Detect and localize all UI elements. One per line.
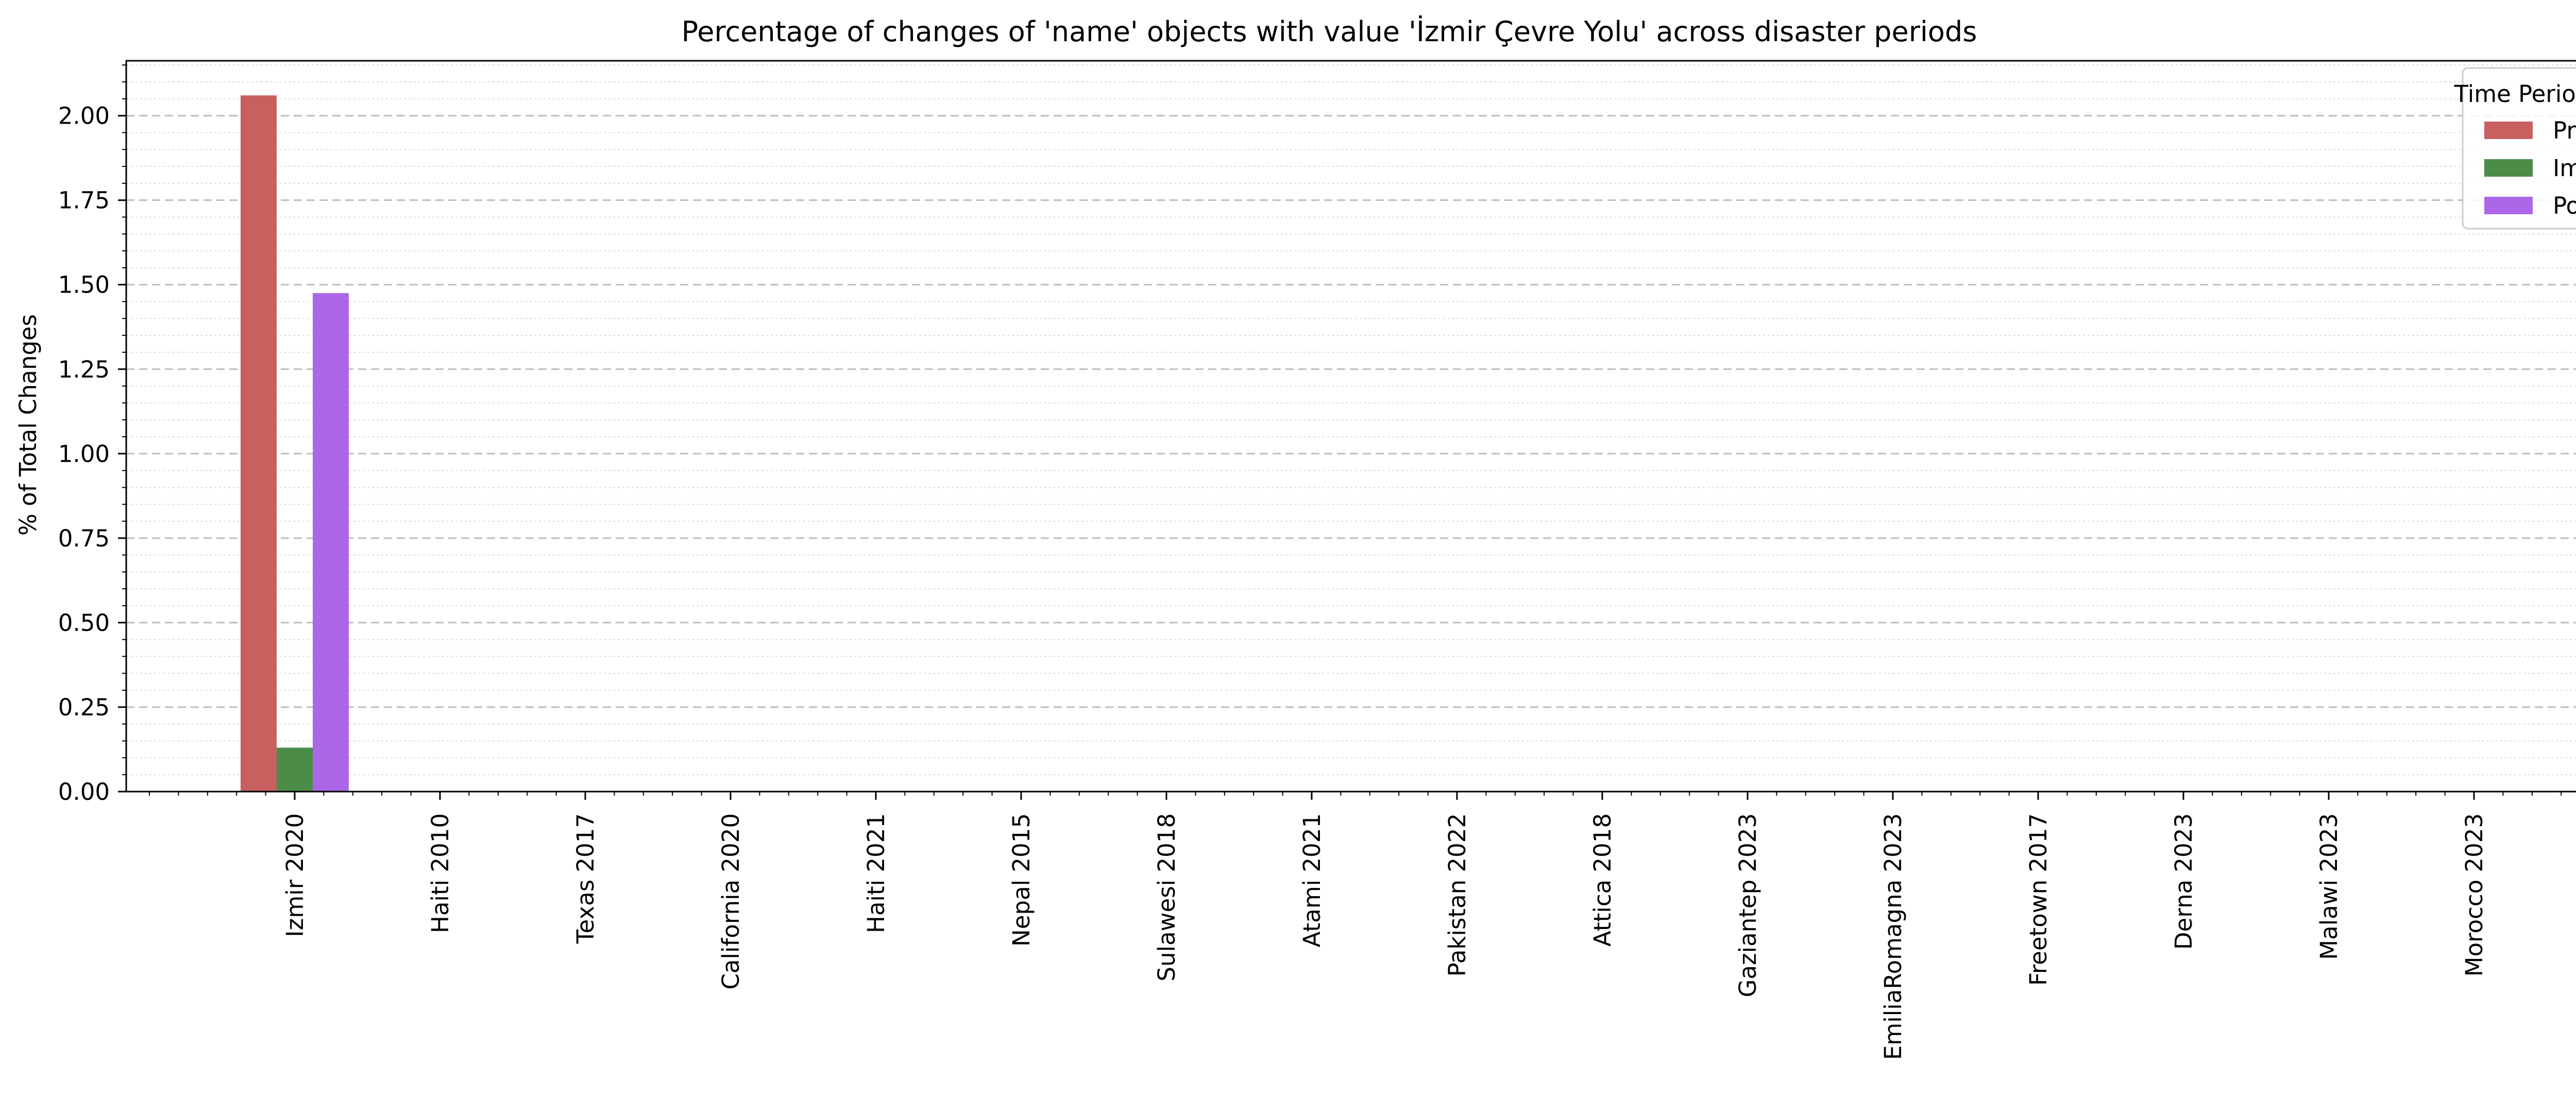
axes: 0.00 0.25 0.50 0.75 1.00 1.25 1.50 1.75 2.00 Izmi… [58, 60, 2576, 1060]
legend-swatch-post [2484, 197, 2533, 214]
y-tick-label: 0.25 [58, 694, 110, 721]
legend-swatch-imm [2484, 159, 2533, 177]
legend-label-post: Post [2553, 192, 2576, 219]
x-tick-label: EmiliaRomagna 2023 [1879, 813, 1907, 1060]
x-tick-label: Freetown 2017 [2025, 813, 2052, 986]
x-tick-label: California 2020 [717, 813, 744, 990]
y-tick-label: 0.75 [58, 525, 110, 552]
x-tick-label: Morocco 2023 [2461, 813, 2488, 976]
y-tick-label: 1.00 [58, 440, 110, 468]
bar-pre [241, 95, 277, 792]
y-tick-label: 2.00 [58, 102, 110, 130]
legend-title: Time Period [2454, 80, 2576, 108]
x-tick-label: Sulawesi 2018 [1153, 813, 1180, 981]
bar-post [313, 293, 349, 792]
y-tick-label: 0.00 [58, 778, 110, 805]
x-tick-label: Malawi 2023 [2315, 813, 2343, 960]
legend-swatch-pre [2484, 122, 2533, 139]
chart-title: Percentage of changes of 'name' objects … [682, 15, 1977, 48]
x-tick-label: Izmir 2020 [281, 813, 309, 937]
plot-frame [125, 60, 2576, 793]
y-tick-label: 1.75 [58, 187, 110, 214]
x-tick-label: Atami 2021 [1298, 813, 1326, 947]
x-tick-label: Gaziantep 2023 [1734, 813, 1761, 997]
x-tick-label: Haiti 2010 [427, 813, 454, 933]
x-tick-label: Texas 2017 [572, 813, 599, 944]
bars [241, 95, 349, 792]
x-tick-label: Haiti 2021 [862, 813, 890, 933]
x-tick-label: Attica 2018 [1589, 813, 1616, 947]
bar-imm [277, 747, 313, 792]
legend-label-pre: Pre [2553, 117, 2576, 144]
x-tick-label: Pakistan 2022 [1444, 813, 1471, 976]
legend-frame [2462, 67, 2576, 230]
y-tick-label: 1.25 [58, 356, 110, 383]
legend: Time Period Pre Imm Post [2454, 67, 2576, 230]
y-axis-label: % of Total Changes [14, 314, 42, 536]
grid-lines [126, 64, 2576, 776]
y-tick-label: 0.50 [58, 609, 110, 637]
x-tick-label: Nepal 2015 [1008, 813, 1035, 947]
y-tick-label: 1.50 [58, 271, 110, 299]
legend-label-imm: Imm [2553, 155, 2576, 182]
legend-entries: Pre Imm Post [2484, 117, 2576, 219]
x-tick-label: Derna 2023 [2170, 813, 2197, 950]
